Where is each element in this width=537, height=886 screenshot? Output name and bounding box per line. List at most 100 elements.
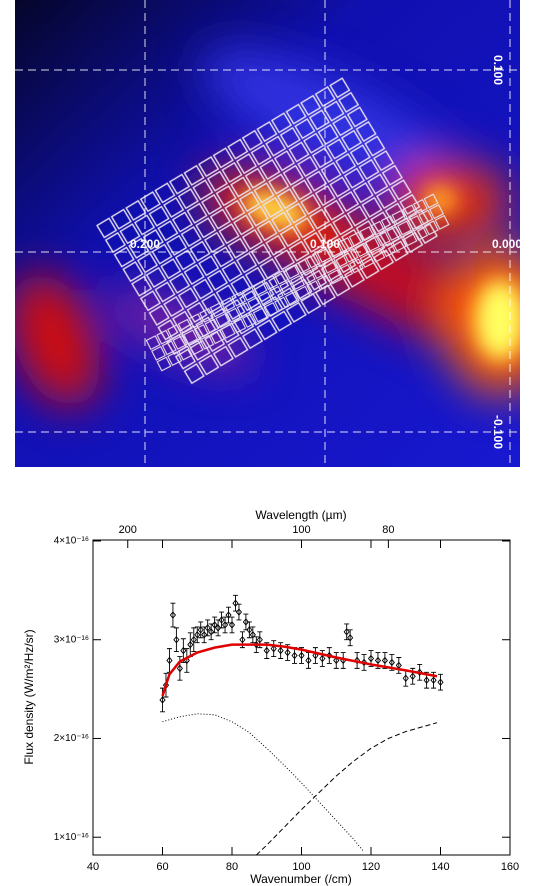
data-point: [249, 631, 256, 639]
data-point: [343, 628, 350, 636]
x-axis-title: Wavenumber (/cm): [250, 872, 352, 886]
data-point: [246, 626, 253, 634]
error-bar: [271, 640, 277, 657]
data-point: [409, 672, 416, 680]
error-bar: [292, 647, 298, 664]
data-point: [347, 634, 354, 642]
data-point: [319, 654, 326, 663]
data-point: [197, 626, 204, 634]
data-point: [166, 656, 173, 665]
top-x-tick-label: 80: [382, 524, 394, 536]
x-tick-label: 160: [501, 861, 519, 873]
data-point: [201, 631, 208, 639]
data-point: [159, 696, 166, 704]
data-point: [291, 651, 298, 660]
data-point: [277, 646, 284, 655]
data-point: [194, 631, 201, 639]
data-point: [173, 636, 180, 644]
error-bar: [187, 632, 193, 657]
footprint-grid: [95, 76, 451, 386]
error-bar: [215, 619, 221, 637]
data-point: [333, 656, 340, 665]
data-point: [367, 654, 375, 663]
error-bar: [236, 603, 242, 621]
error-bar: [312, 647, 318, 664]
error-bar: [438, 673, 443, 691]
error-bar: [166, 648, 172, 673]
data-point: [221, 621, 229, 629]
data-point: [204, 624, 211, 632]
data-point: [242, 618, 249, 626]
data-point: [256, 636, 263, 644]
data-point: [228, 621, 236, 629]
component-line: [162, 713, 365, 853]
data-point: [208, 628, 215, 636]
y-tick-label: 2×10⁻¹⁶: [54, 733, 89, 744]
data-point: [305, 656, 312, 665]
data-point: [388, 658, 395, 667]
error-bar: [226, 606, 232, 624]
data-point: [218, 616, 225, 624]
error-bar: [170, 602, 176, 628]
error-bar: [243, 613, 249, 631]
data-point: [381, 656, 388, 665]
x-tick-label: 140: [431, 861, 449, 873]
map-x-label: 0.100: [310, 237, 340, 251]
plot-frame: [92, 539, 511, 856]
x-tick-label: 120: [362, 861, 380, 873]
map-y-label: 0.100: [491, 55, 505, 85]
error-bar: [222, 616, 228, 634]
data-point: [402, 674, 409, 682]
plot-area: [159, 594, 444, 855]
component-line: [255, 722, 438, 855]
data-point: [215, 624, 222, 632]
map-image: 0.200 0.100 0.000 0.100 -0.100: [15, 0, 522, 467]
fit-line: [161, 643, 438, 697]
error-bar: [333, 652, 339, 669]
error-bar: [340, 652, 346, 669]
map-x-label: 0.000: [492, 237, 522, 251]
error-bar: [229, 616, 235, 634]
data-point: [232, 599, 239, 607]
data-point: [176, 664, 183, 673]
data-point: [187, 640, 194, 649]
error-bar: [219, 611, 225, 629]
data-point: [423, 676, 430, 684]
data-point: [270, 644, 277, 653]
data-point: [263, 646, 270, 655]
top-axis-title: Wavelength (µm): [255, 508, 346, 522]
error-bar: [212, 616, 218, 634]
data-point: [416, 668, 423, 677]
y-tick-label: 1×10⁻¹⁶: [54, 832, 89, 843]
error-bar: [403, 669, 409, 687]
map-x-label: 0.200: [130, 237, 160, 251]
error-bar: [246, 621, 252, 639]
data-point: [298, 651, 305, 660]
map-grid-lines: [15, 0, 520, 467]
y-tick-label: 3×10⁻¹⁶: [54, 634, 89, 645]
x-tick-label: 100: [292, 861, 310, 873]
error-bar: [232, 594, 238, 612]
data-point: [239, 636, 246, 644]
top-x-tick-label: 200: [119, 524, 137, 536]
data-point: [225, 611, 232, 619]
data-point: [354, 656, 361, 665]
data-point: [430, 676, 437, 684]
error-bar: [250, 626, 256, 644]
y-axis-title: Flux density (W/m²/Hz/sr): [22, 629, 36, 764]
error-bar: [194, 626, 200, 644]
data-point: [312, 651, 319, 660]
x-tick-label: 40: [87, 861, 99, 873]
data-point: [211, 621, 218, 629]
error-bar: [205, 619, 211, 637]
error-bar: [191, 627, 197, 653]
error-bar: [305, 652, 311, 669]
error-bar: [344, 623, 350, 641]
data-point: [190, 636, 197, 644]
data-point: [169, 611, 177, 619]
map-y-label: -0.100: [491, 415, 505, 449]
error-bar: [396, 657, 402, 674]
x-tick-label: 60: [156, 861, 168, 873]
y-tick-label: 4×10⁻¹⁶: [54, 536, 89, 547]
